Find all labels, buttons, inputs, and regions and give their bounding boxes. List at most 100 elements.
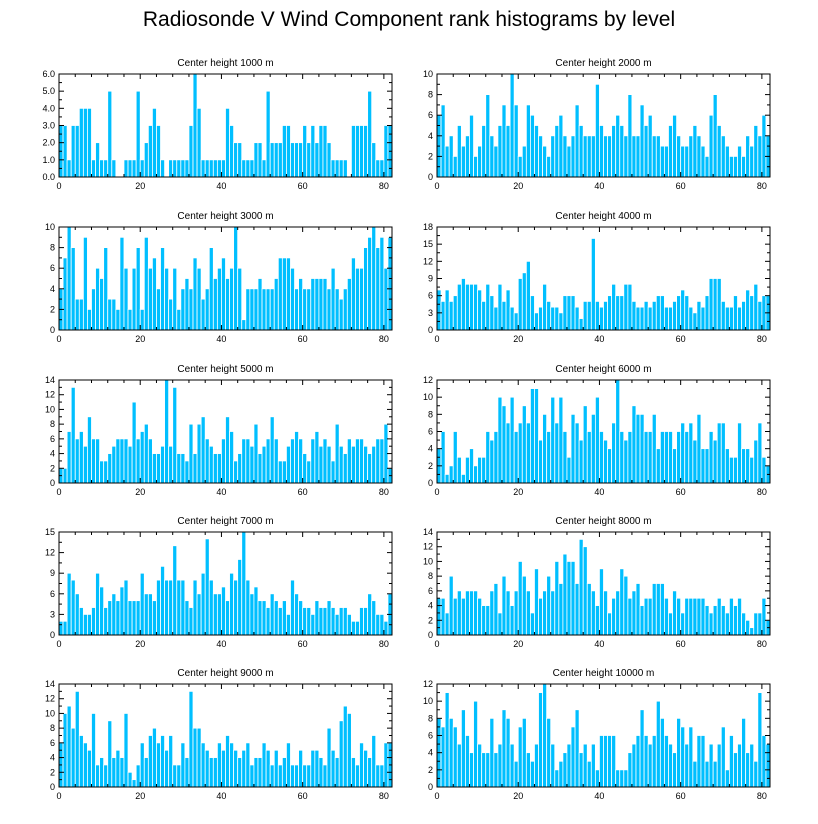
histogram-bar (566, 295, 572, 331)
histogram-bar (639, 306, 645, 331)
histogram-bar (298, 600, 304, 636)
histogram-bar (306, 288, 312, 331)
histogram-bar (574, 583, 580, 636)
y-tick-label: 12 (423, 375, 433, 385)
histogram-bar (139, 742, 145, 788)
histogram-bar (253, 423, 259, 484)
x-tick-label: 0 (434, 487, 439, 497)
histogram-bar (651, 135, 657, 178)
histogram-bar (70, 386, 76, 484)
histogram-bar (184, 757, 190, 788)
histogram-bar (724, 448, 730, 484)
histogram-bar (676, 431, 682, 484)
histogram-bar (664, 431, 669, 484)
y-tick-label: 2 (428, 765, 433, 775)
histogram-bar (330, 749, 336, 788)
histogram-bar (534, 388, 539, 484)
histogram-bar (757, 300, 763, 331)
histogram-bar (603, 735, 608, 788)
histogram-bar (643, 431, 649, 484)
histogram-bar (651, 413, 657, 484)
histogram-bar (277, 607, 283, 636)
y-tick-label: 2 (428, 615, 433, 625)
histogram-bar (318, 125, 324, 178)
histogram-bar (208, 445, 214, 484)
x-tick-label: 40 (594, 791, 604, 801)
histogram-bar (672, 114, 677, 178)
histogram-bar (493, 752, 499, 788)
histogram-bar (688, 306, 694, 331)
histogram-bar (314, 431, 320, 484)
histogram-bar (152, 600, 157, 636)
histogram-bar (692, 125, 698, 178)
histogram-bar (716, 597, 722, 636)
histogram-bar (570, 561, 576, 636)
histogram-bar (294, 431, 299, 484)
histogram-bar (578, 439, 584, 484)
histogram-bar (62, 125, 68, 178)
x-tick-label: 80 (757, 181, 767, 191)
x-tick-label: 0 (56, 334, 61, 344)
histogram-bar (91, 159, 96, 178)
histogram-bar (346, 713, 352, 788)
y-tick-label: 6.0 (42, 69, 55, 79)
histogram-bar (257, 278, 263, 331)
histogram-bar (704, 295, 710, 331)
histogram-bar (326, 445, 332, 484)
histogram-bar (680, 289, 686, 331)
histogram-bar (659, 431, 665, 484)
histogram-bar (651, 735, 657, 788)
histogram-bar (371, 142, 377, 178)
histogram-bar (216, 593, 222, 636)
histogram-bar (371, 226, 377, 331)
x-tick-label: 40 (594, 487, 604, 497)
histogram-bar (66, 159, 72, 178)
y-tick-label: 14 (45, 679, 55, 689)
histogram-bar (286, 125, 291, 178)
histogram-bar (290, 267, 295, 331)
y-tick-label: 10 (423, 696, 433, 706)
histogram-bar (176, 309, 182, 331)
histogram-bar (62, 467, 68, 484)
histogram-panel-9: Center height 9000 m 0 20 40 60 80 0 2 4 6 8 10 12 14 (45, 668, 393, 801)
histogram-bar (647, 306, 653, 331)
histogram-bar (371, 445, 377, 484)
histogram-bar (119, 438, 125, 484)
x-tick-label: 40 (594, 334, 604, 344)
x-tick-label: 60 (298, 639, 308, 649)
histogram-bar (237, 559, 243, 636)
histogram-bar (517, 726, 523, 788)
y-tick-label: 0 (428, 782, 433, 792)
histogram-bar (456, 743, 462, 788)
y-tick-label: 2.0 (42, 138, 55, 148)
histogram-bar (330, 267, 336, 331)
histogram-bar (326, 142, 332, 178)
histogram-bar (668, 125, 673, 178)
panel-title: Center height 7000 m (177, 516, 273, 527)
histogram-bar (724, 145, 730, 178)
histogram-bar (497, 743, 503, 788)
x-tick-label: 0 (56, 791, 61, 801)
histogram-bar (359, 125, 364, 178)
histogram-bar (684, 743, 690, 788)
histogram-bar (95, 267, 101, 331)
histogram-bar (355, 125, 360, 178)
histogram-bar (375, 247, 381, 331)
histogram-bar (269, 288, 275, 331)
histogram-bar (668, 743, 673, 788)
histogram-bar (728, 456, 734, 484)
histogram-bar (229, 742, 235, 788)
x-tick-label: 20 (513, 487, 523, 497)
histogram-bar (221, 257, 226, 331)
histogram-bar (477, 289, 483, 331)
histogram-bar (594, 769, 600, 788)
histogram-bar (273, 142, 279, 178)
histogram-bar (184, 159, 190, 178)
histogram-bar (558, 583, 564, 636)
histogram-bar (509, 73, 515, 178)
histogram-bar (277, 142, 283, 178)
x-tick-label: 0 (434, 791, 439, 801)
histogram-bar (469, 590, 474, 636)
histogram-bar (95, 438, 101, 484)
histogram-bar (74, 438, 80, 484)
